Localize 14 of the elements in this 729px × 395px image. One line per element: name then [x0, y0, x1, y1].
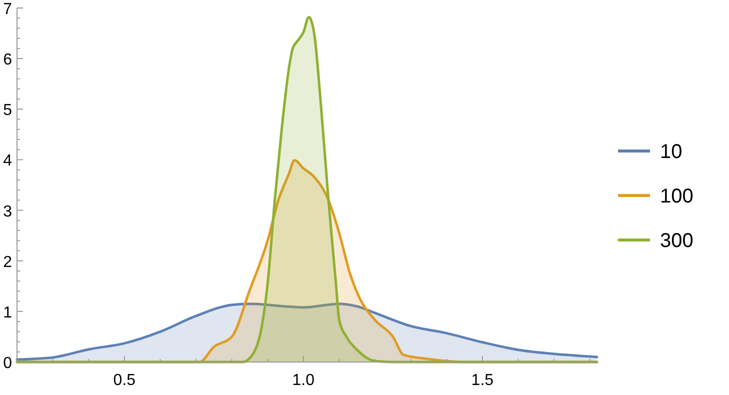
y-tick-label: 2 — [3, 254, 12, 271]
y-tick-label: 4 — [3, 152, 12, 170]
y-tick-label: 0 — [3, 355, 12, 372]
y-tick-label: 3 — [3, 203, 12, 220]
y-tick-label: 5 — [3, 102, 12, 120]
x-tick-label: 1.5 — [471, 372, 494, 389]
y-tick-label: 1 — [3, 304, 12, 322]
y-tick-label: 7 — [3, 1, 12, 18]
legend-label: 100 — [660, 186, 694, 208]
legend-label: 300 — [660, 230, 694, 252]
legend-label: 10 — [660, 141, 682, 163]
y-tick-label: 6 — [3, 52, 12, 69]
x-tick-label: 1.0 — [292, 372, 315, 389]
x-tick-label: 0.5 — [113, 372, 136, 389]
